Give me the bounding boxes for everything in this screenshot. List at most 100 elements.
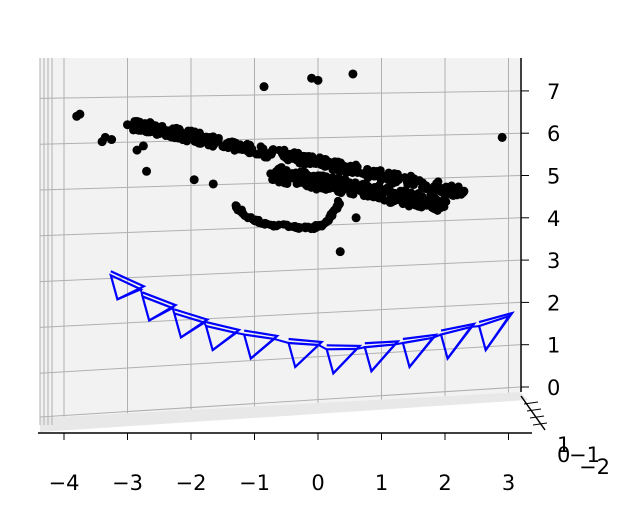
- x-tick-label: 2: [438, 471, 451, 495]
- camera-link: [235, 331, 245, 336]
- y-tick-label: 1: [557, 433, 570, 457]
- scatter-point: [406, 189, 416, 198]
- scatter-point: [377, 192, 387, 201]
- scatter-point: [313, 75, 323, 85]
- camera-frustum: [204, 320, 242, 352]
- x-tick-label: −1: [239, 471, 270, 495]
- camera-frustum: [287, 337, 325, 370]
- z-tick-label: 3: [547, 249, 560, 273]
- scatter-point: [433, 177, 443, 186]
- scatter-point: [351, 165, 360, 174]
- scatter-point: [222, 139, 231, 148]
- scatter-point: [170, 133, 179, 143]
- camera-frustum: [172, 308, 210, 340]
- camera-link: [432, 333, 442, 339]
- grid-z-line: [39, 90, 521, 99]
- y-tick-mark: [529, 415, 545, 419]
- scatter-point: [259, 82, 269, 92]
- scatter-point: [335, 247, 345, 257]
- scatter-point: [238, 145, 247, 155]
- scatter-point: [332, 178, 342, 187]
- scatter-point: [229, 144, 239, 154]
- camera-frustum: [140, 291, 179, 323]
- y-tick-label: −2: [579, 455, 610, 479]
- grid-z-line: [39, 132, 521, 145]
- grid-z-line: [39, 301, 521, 328]
- z-tick-label: 6: [547, 122, 560, 146]
- scatter-point: [430, 194, 439, 204]
- camera-frustum: [363, 340, 401, 374]
- grid-z-line: [39, 259, 521, 283]
- z-tick-label: 1: [547, 334, 560, 358]
- scatter-point: [432, 183, 441, 193]
- z-tick-label: 0: [547, 376, 560, 400]
- camera-link: [470, 325, 480, 328]
- scatter-point: [107, 135, 117, 145]
- scatter-point: [417, 203, 426, 212]
- camera-frustum: [401, 333, 439, 370]
- y-tick-mark: [532, 422, 548, 426]
- z-tick-label: 5: [547, 165, 560, 189]
- x-tick-label: 1: [375, 471, 388, 495]
- scatter-point: [409, 180, 418, 189]
- z-tick-label: 4: [547, 207, 560, 231]
- scatter-point: [195, 131, 205, 141]
- grid-z-line: [39, 386, 521, 418]
- scatter-point: [351, 213, 361, 223]
- scatter-point: [188, 133, 197, 142]
- x-tick-label: −2: [176, 471, 207, 495]
- scatter-point: [418, 192, 427, 201]
- scatter-point: [132, 145, 142, 155]
- scatter-point: [370, 172, 379, 181]
- scatter-point: [312, 185, 321, 194]
- scatter-point: [138, 141, 148, 151]
- scatter-point: [209, 137, 219, 146]
- scatter-point: [130, 117, 139, 126]
- y-tick-label: −1: [569, 443, 600, 467]
- scatter-point: [303, 176, 312, 186]
- y-tick-label: 0: [557, 443, 570, 467]
- scatter-point: [410, 201, 420, 210]
- y-tick-mark: [523, 401, 539, 405]
- z-tick-label: 2: [547, 291, 560, 315]
- scatter-point: [75, 109, 85, 119]
- camera-link: [356, 346, 366, 350]
- scatter-point: [278, 174, 287, 183]
- scatter-point: [376, 166, 385, 175]
- scatter-point: [307, 156, 316, 166]
- y-tick-mark: [526, 408, 542, 412]
- scatter-point: [316, 160, 325, 169]
- camera-frustum: [325, 344, 363, 376]
- scatter-point: [388, 174, 398, 184]
- camera-link: [318, 344, 328, 351]
- scatter-point: [440, 193, 449, 202]
- camera-frustum: [109, 270, 147, 301]
- camera-frustum: [242, 329, 280, 361]
- scatter-point: [454, 189, 464, 198]
- axes: [38, 58, 548, 440]
- scatter-point: [296, 167, 306, 176]
- pane-floor: [40, 392, 528, 432]
- scatter-point: [331, 165, 340, 174]
- scatter-point: [357, 187, 366, 197]
- camera-trajectory: [109, 270, 515, 376]
- scatter-point: [154, 124, 163, 133]
- back-pane: [40, 58, 528, 432]
- scatter-point: [189, 175, 199, 185]
- scatter-point: [142, 166, 152, 176]
- scatter-point: [333, 196, 343, 206]
- scatter-point: [208, 179, 218, 189]
- z-tick-label: 7: [547, 80, 560, 104]
- camera-frustum: [439, 322, 477, 362]
- pane-back: [40, 58, 520, 418]
- scatter-point: [320, 179, 329, 188]
- camera-link: [394, 342, 404, 346]
- scatter-point: [285, 150, 294, 159]
- camera-frustum: [477, 311, 515, 353]
- scatter-point: [363, 183, 372, 192]
- scatter-point: [440, 202, 449, 212]
- x-tick-label: −3: [112, 471, 143, 495]
- scatter-point: [268, 175, 277, 184]
- scatter-point: [254, 150, 264, 159]
